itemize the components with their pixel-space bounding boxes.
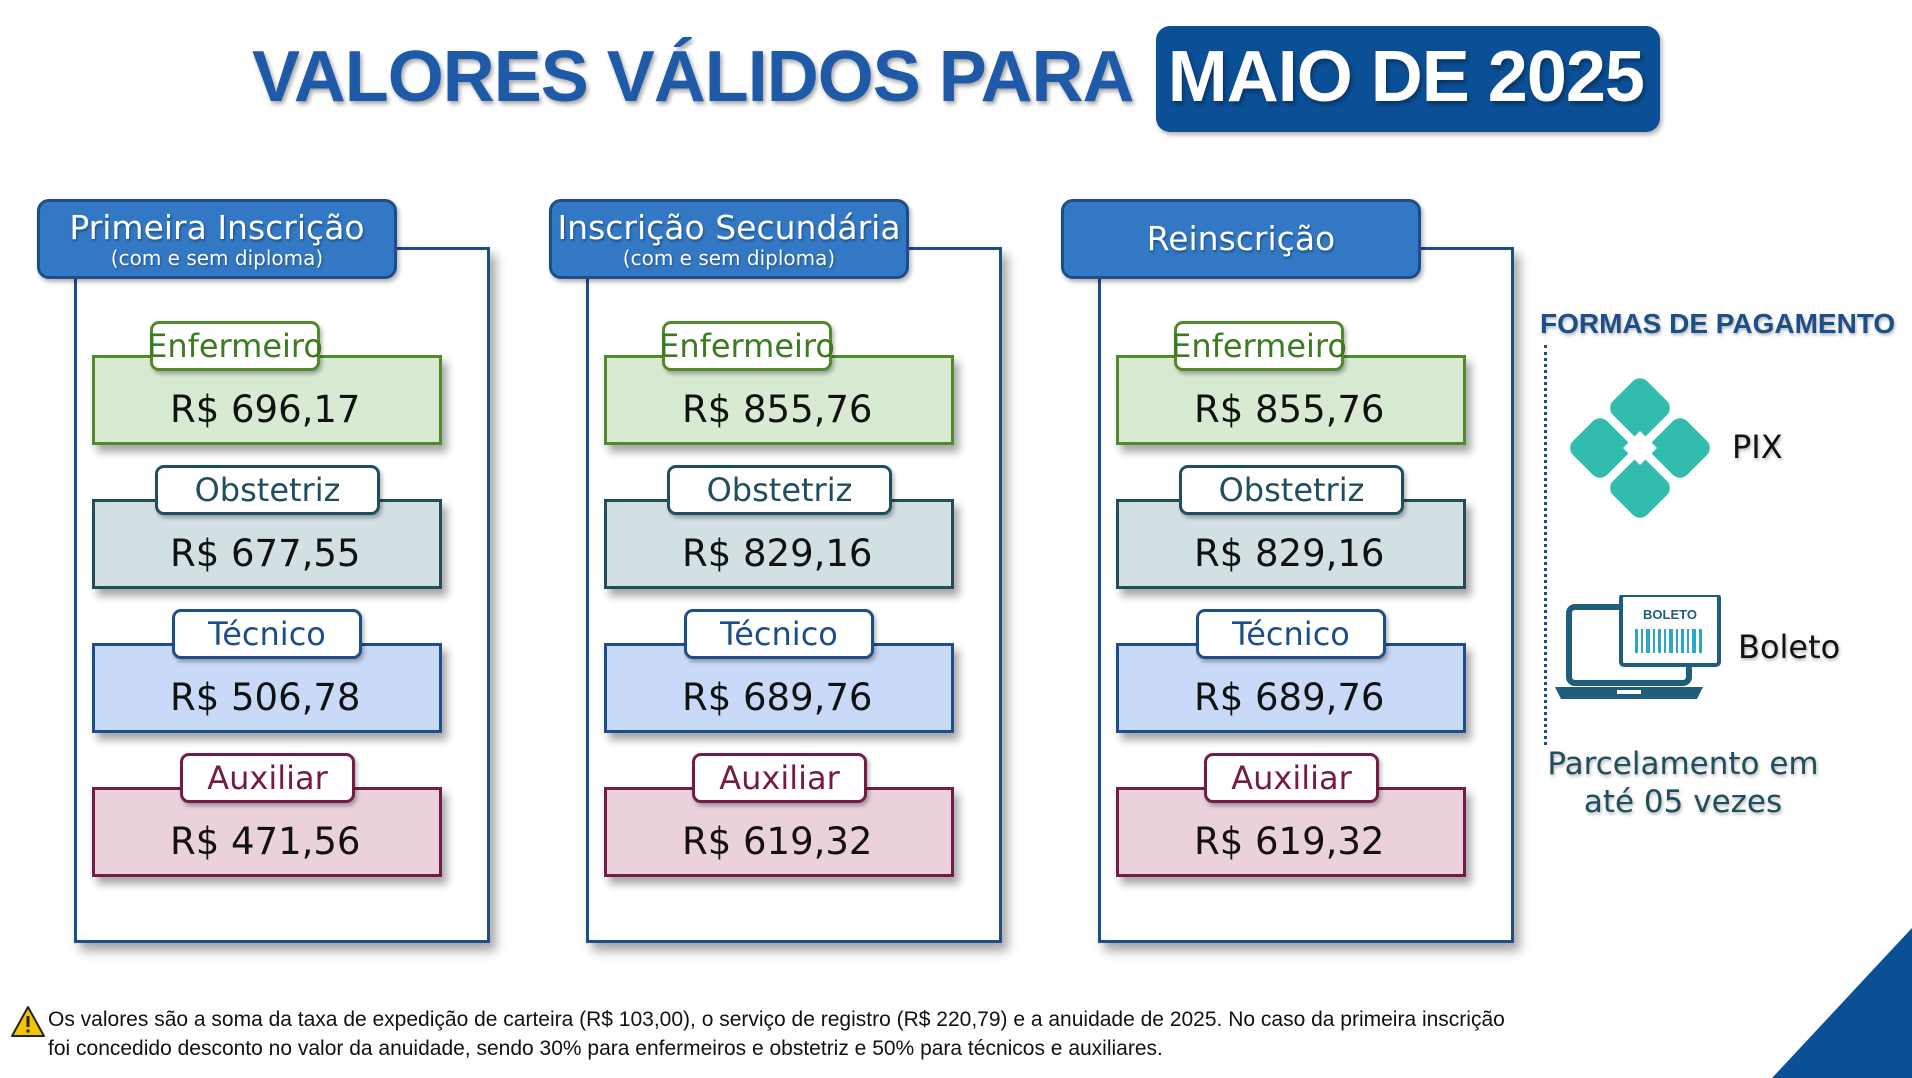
corner-decoration (1772, 928, 1912, 1078)
price-value: R$ 689,76 (1194, 676, 1385, 719)
price-value: R$ 677,55 (170, 532, 361, 575)
price-value: R$ 829,16 (1194, 532, 1385, 575)
price-value: R$ 619,32 (682, 820, 873, 863)
price-value: R$ 506,78 (170, 676, 361, 719)
boleto-laptop-icon: BOLETO (1555, 595, 1721, 699)
pix-icon (1570, 378, 1710, 518)
category-label-auxiliar: Auxiliar (1204, 753, 1379, 803)
title-main: VALORES VÁLIDOS PARA (252, 37, 1132, 117)
category-label-tecnico: Técnico (684, 609, 874, 659)
installments-line2: até 05 vezes (1583, 784, 1783, 820)
panel-title-text: Reinscrição (1146, 219, 1336, 258)
boleto-label: Boleto (1738, 628, 1841, 666)
category-label-enfermeiro: Enfermeiro (1171, 321, 1347, 371)
pix-label: PIX (1732, 428, 1783, 466)
price-value: R$ 689,76 (682, 676, 873, 719)
price-box-enfermeiro: R$ 696,17 (92, 355, 442, 445)
category-label-enfermeiro: Enfermeiro (147, 321, 323, 371)
warning-icon (11, 1006, 45, 1037)
category-label-obstetriz: Obstetriz (155, 465, 380, 515)
price-value: R$ 855,76 (1194, 388, 1385, 431)
boleto-icon-text: BOLETO (1643, 607, 1697, 622)
price-value: R$ 471,56 (170, 820, 361, 863)
price-box-auxiliar: R$ 471,56 (92, 787, 442, 877)
category-label-auxiliar: Auxiliar (692, 753, 867, 803)
panel-title-text: Inscrição Secundária (557, 208, 901, 247)
category-label-tecnico: Técnico (1196, 609, 1386, 659)
panel-subtitle-text: (com e sem diploma) (622, 246, 836, 270)
dotted-divider (1544, 345, 1547, 745)
category-label-enfermeiro: Enfermeiro (659, 321, 835, 371)
installments-line1: Parcelamento em (1547, 746, 1819, 782)
price-value: R$ 829,16 (682, 532, 873, 575)
panel-title-primeira-inscricao: Primeira Inscrição (com e sem diploma) (37, 199, 397, 279)
panel-subtitle-text: (com e sem diploma) (110, 246, 324, 270)
footnote-text: Os valores são a soma da taxa de expediç… (48, 1008, 1505, 1060)
price-value: R$ 619,32 (1194, 820, 1385, 863)
category-label-tecnico: Técnico (172, 609, 362, 659)
panel-title-text: Primeira Inscrição (69, 208, 365, 247)
price-value: R$ 855,76 (682, 388, 873, 431)
price-box-obstetriz: R$ 829,16 (604, 499, 954, 589)
price-box-obstetriz: R$ 829,16 (1116, 499, 1466, 589)
page-title: VALORES VÁLIDOS PARA MAIO DE 2025 (0, 26, 1912, 132)
panel-title-reinscricao: Reinscrição (1061, 199, 1421, 279)
price-value: R$ 696,17 (170, 388, 361, 431)
payment-methods-title: FORMAS DE PAGAMENTO (1540, 308, 1896, 339)
footnote: Os valores são a soma da taxa de expediç… (10, 1005, 1530, 1063)
installments-text: Parcelamento em até 05 vezes (1528, 745, 1838, 821)
category-label-obstetriz: Obstetriz (1179, 465, 1404, 515)
panel-title-inscricao-secundaria: Inscrição Secundária (com e sem diploma) (549, 199, 909, 279)
category-label-auxiliar: Auxiliar (180, 753, 355, 803)
title-highlight: MAIO DE 2025 (1155, 26, 1660, 132)
category-label-obstetriz: Obstetriz (667, 465, 892, 515)
